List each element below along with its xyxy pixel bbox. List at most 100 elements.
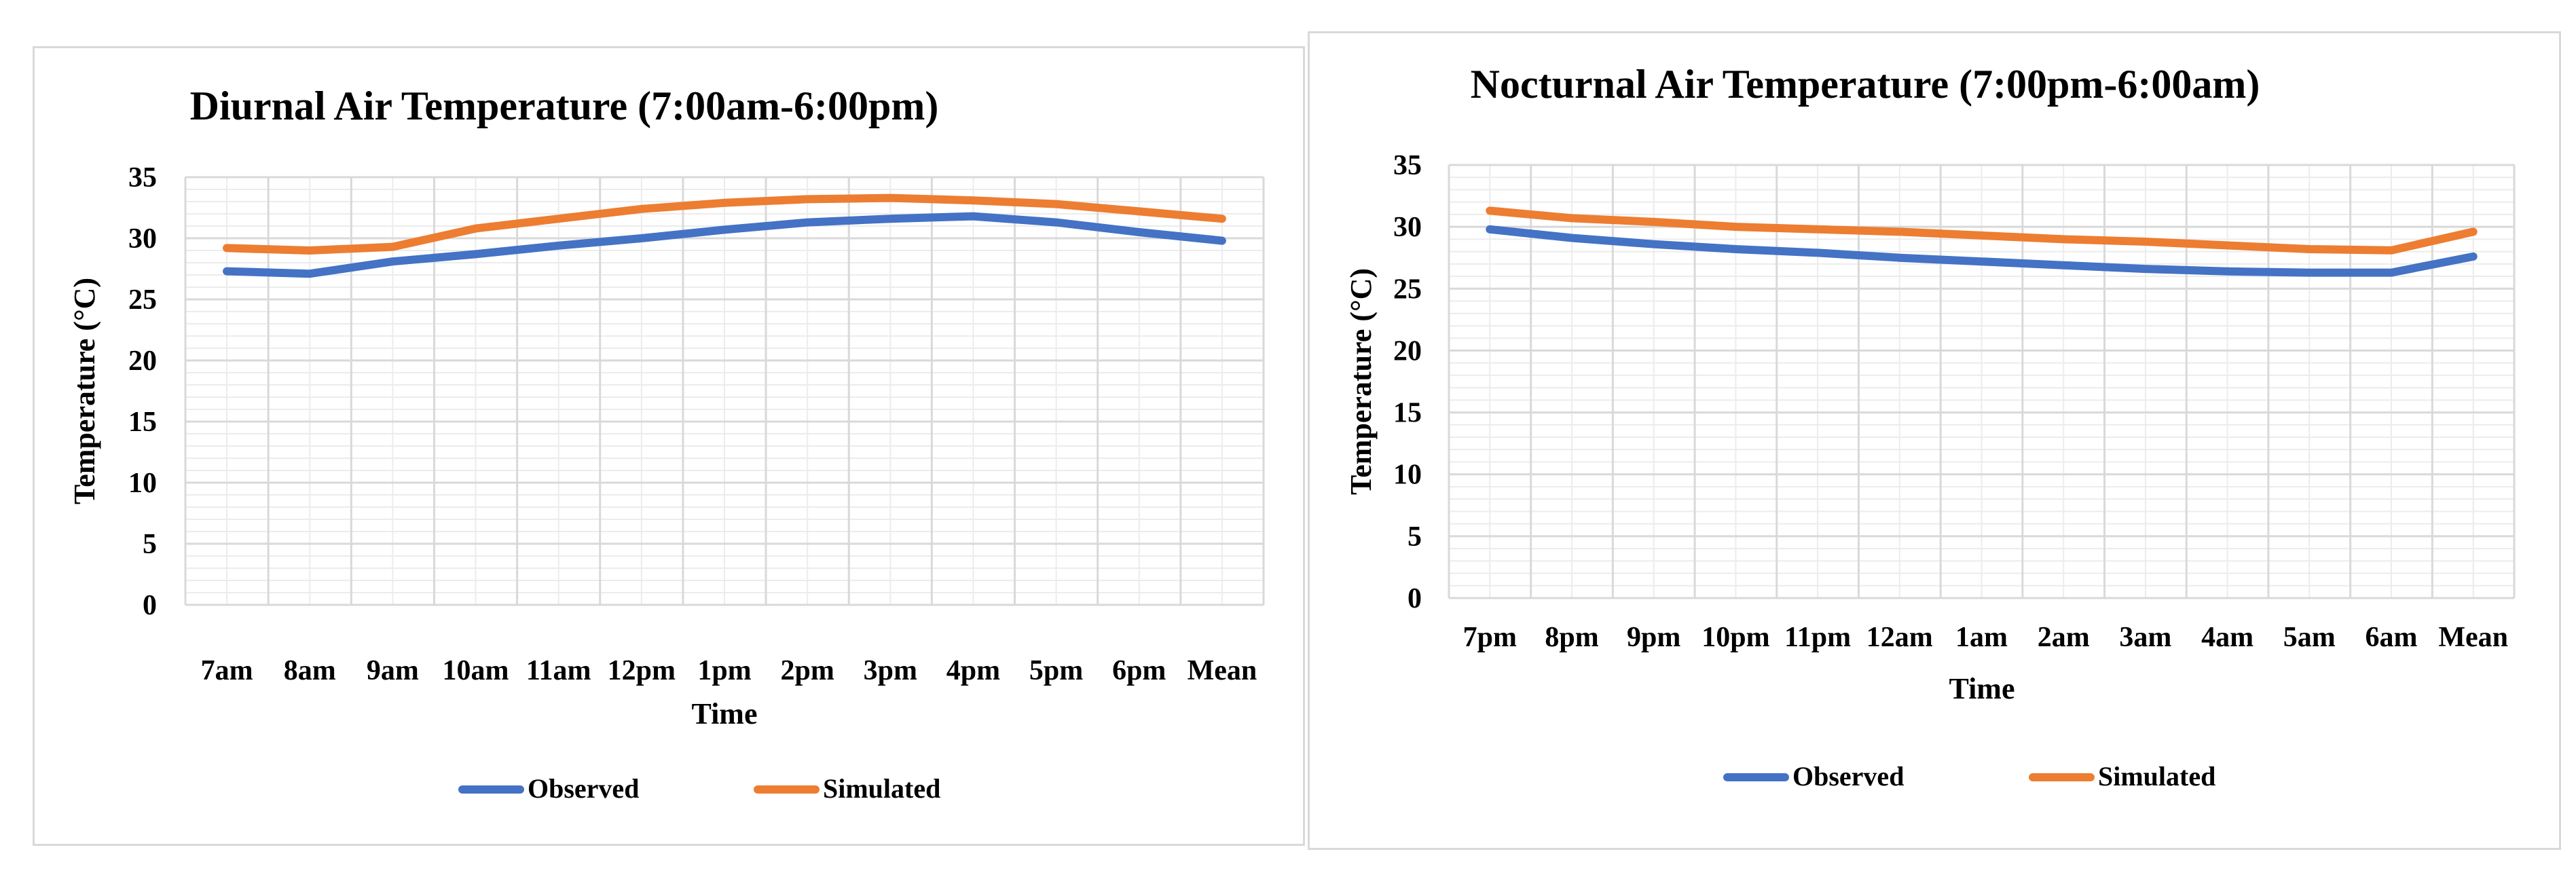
y-tick-label: 10	[128, 468, 157, 499]
data-point-simulated	[970, 198, 976, 204]
legend-label-simulated: Simulated	[823, 773, 940, 804]
data-point-simulated	[555, 216, 562, 222]
legend-label-observed: Observed	[528, 773, 639, 804]
data-point-simulated	[1815, 226, 1821, 232]
data-point-observed	[1569, 235, 1575, 241]
data-point-observed	[1815, 250, 1821, 256]
data-point-observed	[307, 271, 313, 277]
data-point-observed	[2388, 270, 2394, 276]
y-tick-label: 20	[1393, 335, 1422, 367]
x-tick-label: 2pm	[780, 655, 834, 686]
y-tick-label: 15	[128, 407, 157, 438]
data-point-observed	[638, 236, 644, 241]
x-tick-label: Mean	[2438, 622, 2508, 653]
data-point-simulated	[2142, 239, 2148, 245]
x-tick-label: 4pm	[946, 655, 1000, 686]
x-tick-label: 6pm	[1112, 655, 1166, 686]
chart-title: Nocturnal Air Temperature (7:00pm-6:00am…	[1471, 62, 2260, 107]
data-point-observed	[1896, 255, 1902, 261]
x-tick-label: 9pm	[1627, 622, 1680, 653]
y-tick-label: 15	[1393, 398, 1422, 429]
data-point-simulated	[1979, 232, 1985, 238]
x-tick-label: 3pm	[864, 655, 917, 686]
data-point-simulated	[2388, 247, 2394, 253]
y-axis-label: Temperature (°C)	[1344, 268, 1378, 495]
data-point-simulated	[887, 195, 894, 201]
data-point-observed	[555, 242, 562, 248]
x-tick-label: 9am	[367, 655, 419, 686]
data-point-observed	[1733, 246, 1739, 252]
data-point-simulated	[2470, 229, 2476, 235]
data-point-observed	[1053, 219, 1059, 225]
x-tick-label: 11am	[526, 655, 591, 686]
diurnal-chart-panel: 0 5 10 15 20 25 30 35 7am 8am 9am 10am 11am 12pm 1pm 2p…	[33, 46, 1305, 846]
data-point-observed	[722, 227, 727, 233]
data-point-observed	[1487, 226, 1493, 232]
x-tick-label: 5pm	[1029, 655, 1083, 686]
data-point-observed	[2224, 268, 2230, 274]
data-point-simulated	[2306, 246, 2313, 252]
x-tick-label: Mean	[1188, 655, 1257, 686]
data-point-simulated	[1733, 224, 1739, 230]
legend-label-simulated: Simulated	[2098, 761, 2215, 792]
diurnal-chart: 0 5 10 15 20 25 30 35 7am 8am 9am 10am 11am 12pm 1pm 2p…	[68, 83, 1265, 804]
y-tick-label: 5	[1407, 521, 1422, 553]
data-point-observed	[1651, 241, 1657, 247]
x-axis-label: Time	[1949, 672, 2015, 705]
x-tick-label: 6am	[2365, 622, 2417, 653]
y-tick-label: 30	[1393, 212, 1422, 243]
nocturnal-chart: 0 5 10 15 20 25 30 35 7pm 8pm 9pm 10pm 11pm 12am 1am 2a…	[1344, 62, 2516, 792]
data-point-simulated	[1569, 215, 1575, 221]
data-point-simulated	[2224, 242, 2230, 248]
data-point-observed	[805, 219, 811, 225]
data-point-simulated	[638, 206, 644, 212]
x-tick-label: 8pm	[1545, 622, 1598, 653]
x-tick-label: 2am	[2038, 622, 2090, 653]
data-point-observed	[2142, 266, 2148, 272]
x-tick-label: 10pm	[1701, 622, 1769, 653]
x-tick-label: 1am	[1955, 622, 2008, 653]
data-point-simulated	[390, 244, 396, 250]
data-point-observed	[1979, 259, 1985, 265]
nocturnal-chart-panel: 0 5 10 15 20 25 30 35 7pm 8pm 9pm 10pm 11pm 12am 1am 2a…	[1308, 31, 2561, 850]
data-point-simulated	[805, 196, 811, 202]
data-point-observed	[970, 213, 976, 219]
data-point-observed	[390, 259, 396, 265]
y-tick-label: 35	[128, 162, 157, 193]
x-tick-label: 4am	[2201, 622, 2253, 653]
data-point-observed	[887, 216, 894, 222]
data-point-observed	[2470, 253, 2476, 259]
x-tick-label: 5am	[2283, 622, 2336, 653]
legend-label-observed: Observed	[1792, 761, 1904, 792]
data-point-observed	[2306, 270, 2313, 276]
data-point-observed	[473, 251, 479, 257]
data-point-observed	[2061, 262, 2067, 268]
y-tick-label: 30	[128, 223, 157, 255]
y-tick-label: 25	[128, 284, 157, 316]
x-axis-label: Time	[692, 697, 758, 730]
chart-title: Diurnal Air Temperature (7:00am-6:00pm)	[190, 83, 939, 128]
data-point-simulated	[307, 248, 313, 253]
data-point-simulated	[1053, 201, 1059, 207]
x-tick-label: 10am	[443, 655, 509, 686]
data-point-observed	[1136, 229, 1142, 235]
x-tick-label: 7pm	[1463, 622, 1517, 653]
y-tick-label: 5	[143, 529, 157, 560]
y-tick-label: 10	[1393, 460, 1422, 491]
y-tick-label: 0	[143, 590, 157, 621]
data-point-simulated	[1896, 229, 1902, 235]
data-point-simulated	[1651, 219, 1657, 225]
x-tick-label: 12pm	[608, 655, 676, 686]
y-tick-label: 25	[1393, 274, 1422, 305]
y-tick-label: 35	[1393, 150, 1422, 181]
data-point-simulated	[722, 200, 727, 206]
data-point-simulated	[2061, 236, 2067, 242]
data-point-simulated	[1219, 216, 1225, 222]
data-point-simulated	[473, 225, 479, 231]
x-tick-label: 1pm	[697, 655, 751, 686]
data-point-simulated	[224, 245, 230, 251]
x-tick-label: 8am	[284, 655, 336, 686]
data-point-observed	[224, 268, 230, 274]
x-tick-label: 11pm	[1784, 622, 1851, 653]
x-tick-label: 7am	[201, 655, 253, 686]
